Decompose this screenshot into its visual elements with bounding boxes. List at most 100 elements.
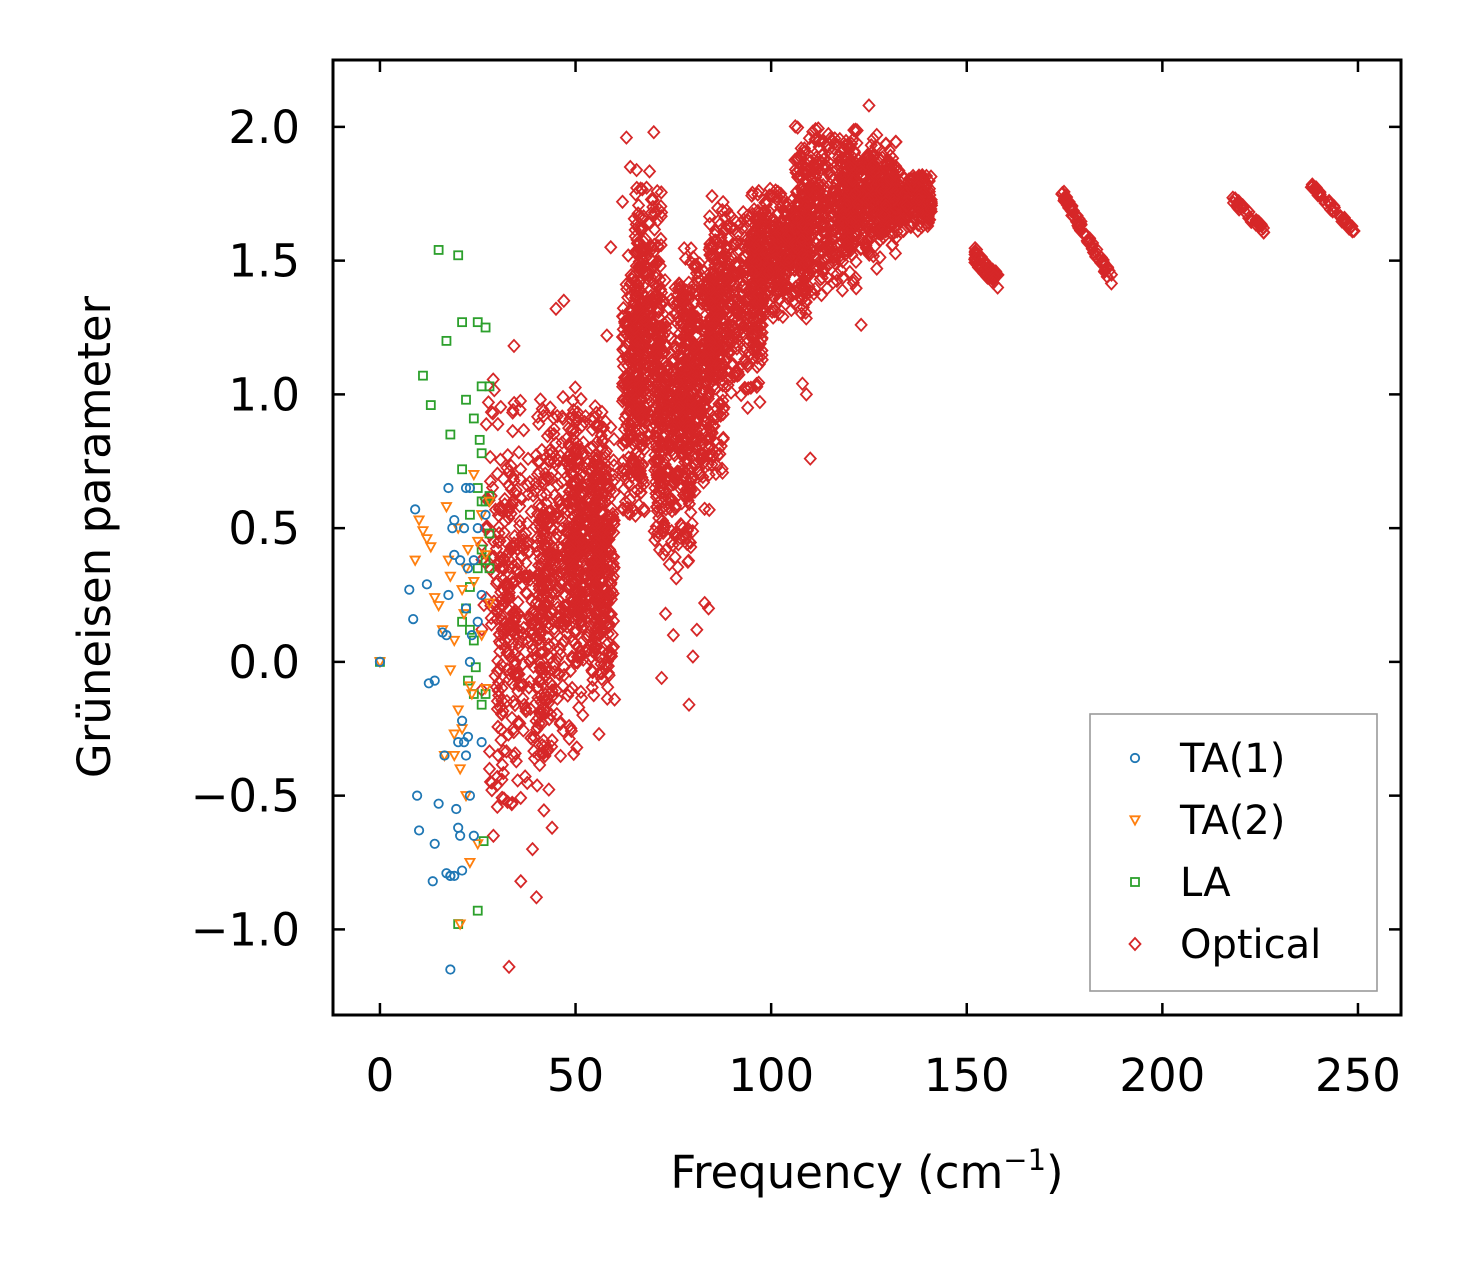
optical-point: [670, 287, 685, 303]
optical-point: [797, 161, 812, 177]
optical-point: [553, 575, 567, 590]
optical-point: [755, 205, 770, 221]
optical-point: [585, 463, 600, 479]
data-point: [472, 317, 483, 328]
optical-point: [715, 202, 730, 218]
optical-point: [484, 610, 498, 626]
optical-point: [531, 558, 546, 573]
data-point: [557, 293, 571, 309]
optical-point: [854, 240, 868, 256]
optical-point: [720, 218, 734, 234]
optical-point: [749, 264, 763, 280]
data-point: [478, 836, 489, 847]
optical-point: [563, 663, 578, 679]
optical-point: [635, 458, 649, 473]
optical-point: [494, 722, 508, 737]
data-point: [374, 656, 386, 667]
optical-point: [649, 367, 664, 382]
optical-point: [587, 538, 601, 554]
optical-point: [716, 430, 731, 446]
optical-point: [507, 536, 521, 551]
optical-point: [494, 592, 509, 608]
optical-point: [634, 222, 649, 238]
optical-point: [557, 633, 572, 649]
optical-point: [738, 381, 753, 397]
optical-point: [616, 391, 631, 407]
data-point: [409, 555, 422, 567]
optical-point: [487, 382, 502, 398]
optical-point: [566, 603, 581, 619]
optical-point: [593, 649, 607, 665]
optical-point: [654, 438, 669, 454]
optical-point: [485, 782, 499, 798]
data-point: [483, 598, 496, 610]
optical-point: [518, 769, 532, 784]
optical-point: [628, 273, 642, 289]
optical-point: [520, 478, 535, 494]
optical-point: [919, 216, 934, 231]
optical-point: [862, 173, 876, 189]
optical-point: [653, 387, 667, 402]
optical-point: [532, 497, 546, 513]
optical-point: [566, 544, 580, 559]
optical-point: [563, 541, 578, 556]
optical-point: [682, 275, 696, 291]
optical-point: [660, 389, 675, 405]
data-point: [467, 577, 480, 589]
optical-point: [807, 286, 821, 302]
optical-point: [876, 219, 891, 235]
optical-point: [657, 293, 671, 309]
optical-point: [530, 680, 544, 696]
optical-point: [637, 501, 651, 517]
optical-point: [631, 284, 645, 300]
optical-point: [1251, 214, 1265, 229]
optical-point: [758, 290, 772, 306]
data-point: [455, 830, 466, 841]
data-point: [549, 301, 563, 317]
optical-point: [556, 389, 570, 405]
optical-point: [596, 623, 611, 639]
optical-point: [634, 261, 648, 277]
optical-point: [810, 155, 824, 171]
optical-point: [672, 302, 686, 317]
optical-point: [679, 335, 694, 350]
data-point: [484, 528, 495, 539]
data-point: [418, 370, 428, 381]
data-point: [463, 675, 473, 686]
legend-label: TA(2): [1179, 798, 1285, 844]
data-point: [456, 865, 468, 876]
optical-point: [837, 215, 851, 230]
optical-point: [674, 360, 688, 376]
y-tick-label: 1.0: [228, 368, 300, 421]
data-point: [460, 603, 472, 614]
optical-point: [527, 751, 542, 766]
legend-marker: [1130, 877, 1140, 887]
optical-point: [648, 532, 662, 548]
optical-point: [1347, 223, 1361, 239]
optical-point: [595, 434, 610, 449]
optical-point: [728, 303, 742, 319]
optical-point: [680, 298, 694, 314]
optical-point: [555, 619, 569, 635]
optical-point: [502, 510, 516, 526]
optical-point: [639, 415, 653, 431]
optical-point: [633, 181, 648, 196]
optical-point: [509, 608, 523, 624]
data-point: [480, 322, 491, 333]
optical-point: [505, 623, 520, 639]
optical-point: [835, 283, 850, 298]
optical-point: [630, 403, 644, 418]
data-point: [472, 563, 483, 574]
optical-point: [606, 556, 620, 571]
data-point: [457, 464, 467, 475]
optical-point: [593, 540, 607, 556]
optical-point: [506, 664, 520, 679]
optical-point: [512, 677, 526, 693]
optical-point: [498, 593, 512, 609]
optical-point: [703, 333, 717, 349]
optical-point: [791, 195, 805, 210]
optical-point: [689, 283, 703, 298]
optical-point: [529, 648, 544, 664]
data-point: [529, 889, 544, 905]
optical-point: [513, 569, 527, 585]
